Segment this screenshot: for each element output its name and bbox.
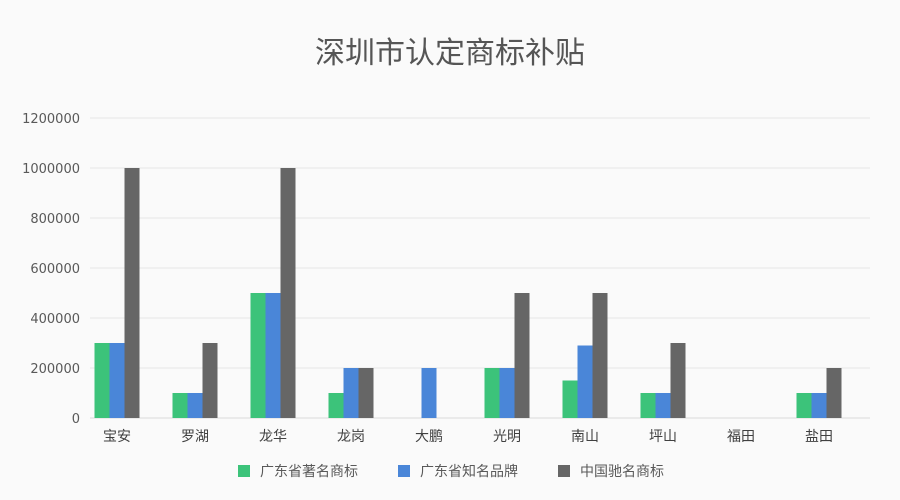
bar [484,368,500,418]
bar [640,393,656,418]
x-tick-label: 大鹏 [415,429,443,445]
x-tick-label: 龙华 [259,429,287,445]
y-tick-label: 1200000 [22,112,80,127]
bar [499,368,515,418]
x-tick-label: 光明 [493,429,521,445]
x-tick-label: 罗湖 [181,429,209,445]
bar [655,393,671,418]
legend-item: 中国驰名商标 [558,461,664,481]
y-tick-label: 200000 [30,362,80,377]
legend-swatch [398,465,410,477]
chart-title: 深圳市认定商标补贴 [315,36,585,71]
bar [514,293,530,418]
bar [421,368,437,418]
x-tick-label: 福田 [727,429,755,445]
legend-label: 中国驰名商标 [580,464,664,480]
bar [109,343,125,418]
legend-label: 广东省著名商标 [260,464,358,480]
bar [280,168,296,418]
bar [250,293,266,418]
bar [562,380,578,418]
x-tick-label: 盐田 [805,429,833,445]
y-tick-label: 400000 [30,312,80,327]
bar [172,393,188,418]
x-tick-label: 坪山 [649,429,677,445]
x-tick-label: 宝安 [103,429,131,445]
bar [826,368,842,418]
legend-swatch [238,465,250,477]
bar [187,393,203,418]
bar [670,343,686,418]
bar [577,345,593,418]
bar [343,368,359,418]
legend-item: 广东省知名品牌 [398,461,518,481]
x-tick-label: 龙岗 [337,429,365,445]
legend-swatch [558,465,570,477]
bar [796,393,812,418]
bar [265,293,281,418]
bar [592,293,608,418]
bar [328,393,344,418]
x-tick-label: 南山 [571,429,599,445]
bar [358,368,374,418]
y-tick-label: 800000 [30,212,80,227]
y-tick-label: 0 [72,412,80,427]
legend-label: 广东省知名品牌 [420,464,518,480]
y-tick-label: 600000 [30,262,80,277]
bar [202,343,218,418]
bar [94,343,110,418]
legend: 广东省著名商标 广东省知名品牌 中国驰名商标 [238,461,664,481]
bar [124,168,140,418]
legend-item: 广东省著名商标 [238,461,358,481]
bar [811,393,827,418]
y-tick-label: 1000000 [22,162,80,177]
